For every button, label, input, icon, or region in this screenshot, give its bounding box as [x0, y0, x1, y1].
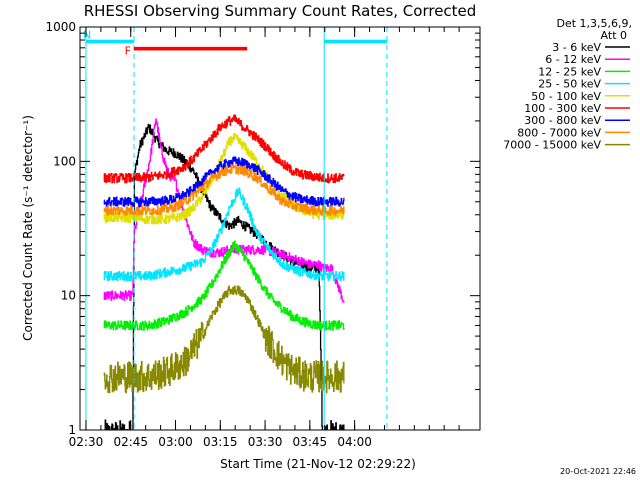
series-line-4 [103, 187, 345, 282]
x-tick-label: 02:30 [69, 435, 104, 449]
series-line-2 [103, 118, 345, 303]
legend-label-3: 12 - 25 keV [538, 65, 601, 78]
flag-label: N [83, 28, 91, 41]
legend-label-2: 6 - 12 keV [545, 53, 601, 66]
x-tick-label: 03:15 [203, 435, 238, 449]
series-line-8 [103, 164, 345, 216]
flag-label: F [125, 45, 131, 58]
footer-date: 20-Oct-2021 22:46 [560, 467, 636, 476]
y-tick-label: 10 [61, 289, 76, 303]
series-line-7 [103, 156, 345, 208]
legend-header-line-2: Att 0 [601, 29, 627, 42]
y-tick-label: 1000 [45, 20, 76, 34]
series-line-9 [103, 285, 345, 394]
x-tick-label: 03:00 [158, 435, 193, 449]
legend-label-4: 25 - 50 keV [538, 78, 601, 91]
x-tick-label: 02:45 [113, 435, 148, 449]
legend-label-9: 7000 - 15000 keV [503, 139, 601, 152]
flag-bar [133, 46, 248, 51]
flag-bar [324, 39, 387, 44]
x-tick-label: 04:00 [337, 435, 372, 449]
series-line-3 [103, 240, 345, 331]
legend-label-7: 300 - 800 keV [524, 114, 601, 127]
series-line-6 [103, 114, 345, 184]
legend-label-1: 3 - 6 keV [552, 41, 601, 54]
y-tick-label: 1 [68, 423, 76, 437]
legend-label-5: 50 - 100 keV [531, 90, 601, 103]
series-group [103, 114, 345, 430]
chart-title: RHESSI Observing Summary Count Rates, Co… [84, 2, 477, 20]
y-axis-label: Corrected Count Rate (s⁻¹ detector⁻¹) [21, 115, 35, 341]
flag-bar [85, 39, 134, 44]
plot-layer: F N 1 10 100 1000 02:30 02:45 03:00 03:15 03:30 03:… [45, 20, 630, 449]
legend-label-6: 100 - 300 keV [524, 102, 601, 115]
legend-label-8: 800 - 7000 keV [517, 126, 601, 139]
x-tick-label: 03:30 [248, 435, 283, 449]
series-line-5 [103, 133, 345, 225]
legend-header-line-1: Det 1,3,5,6,9, [556, 17, 632, 30]
x-tick-label: 03:45 [293, 435, 328, 449]
y-tick-label: 100 [53, 154, 76, 168]
x-axis-label: Start Time (21-Nov-12 02:29:22) [220, 457, 416, 471]
